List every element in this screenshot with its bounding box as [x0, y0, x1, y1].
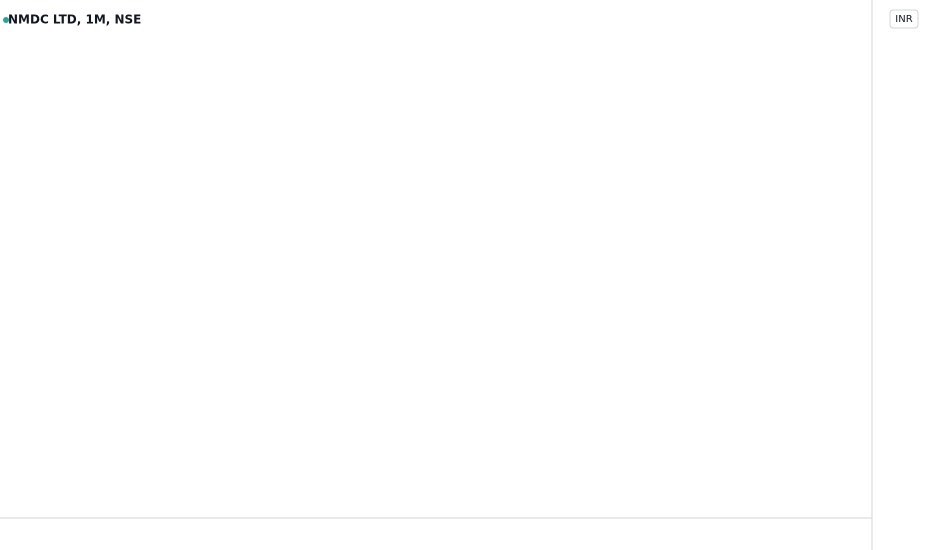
currency-box[interactable]	[889, 9, 919, 29]
status-dot	[3, 17, 9, 23]
time-axis-panel	[0, 518, 872, 550]
currency: INR	[895, 14, 912, 25]
price-axis-panel	[872, 0, 932, 550]
chart-title: NMDC LTD, 1M, NSE	[8, 13, 141, 27]
